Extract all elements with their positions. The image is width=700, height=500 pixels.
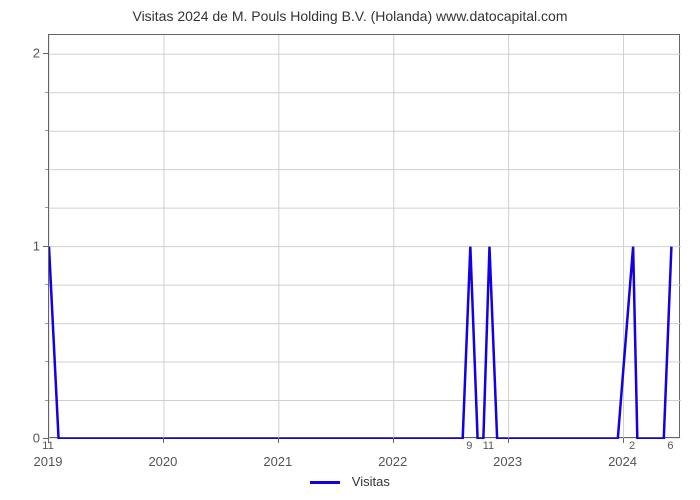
x-tick-label: 2023 xyxy=(493,454,522,469)
point-label: 11 xyxy=(483,440,494,452)
y-tick-minor xyxy=(45,284,48,285)
plot-area xyxy=(48,34,680,438)
y-tick-minor xyxy=(45,169,48,170)
y-tick-label: 1 xyxy=(0,238,40,253)
x-tick-mark xyxy=(163,438,164,443)
y-tick-label: 2 xyxy=(0,46,40,61)
chart-title: Visitas 2024 de M. Pouls Holding B.V. (H… xyxy=(0,8,700,24)
x-tick-mark xyxy=(393,438,394,443)
x-tick-label: 2020 xyxy=(148,454,177,469)
point-label: 6 xyxy=(667,440,673,452)
y-tick-minor xyxy=(45,323,48,324)
y-tick-mark xyxy=(43,246,48,247)
x-tick-label: 2024 xyxy=(608,454,637,469)
legend-label: Visitas xyxy=(352,474,390,489)
legend-swatch xyxy=(310,481,340,484)
legend: Visitas xyxy=(0,474,700,489)
x-tick-mark xyxy=(623,438,624,443)
x-tick-mark xyxy=(278,438,279,443)
x-tick-label: 2019 xyxy=(34,454,63,469)
y-tick-minor xyxy=(45,130,48,131)
series-svg xyxy=(49,35,681,439)
y-tick-mark xyxy=(43,53,48,54)
point-label: 2 xyxy=(629,440,635,452)
y-tick-minor xyxy=(45,92,48,93)
point-label: 9 xyxy=(466,440,472,452)
y-tick-minor xyxy=(45,400,48,401)
x-tick-label: 2021 xyxy=(263,454,292,469)
x-tick-mark xyxy=(508,438,509,443)
y-tick-minor xyxy=(45,207,48,208)
x-tick-label: 2022 xyxy=(378,454,407,469)
point-label: 11 xyxy=(42,440,53,452)
y-tick-label: 0 xyxy=(0,431,40,446)
y-tick-minor xyxy=(45,361,48,362)
